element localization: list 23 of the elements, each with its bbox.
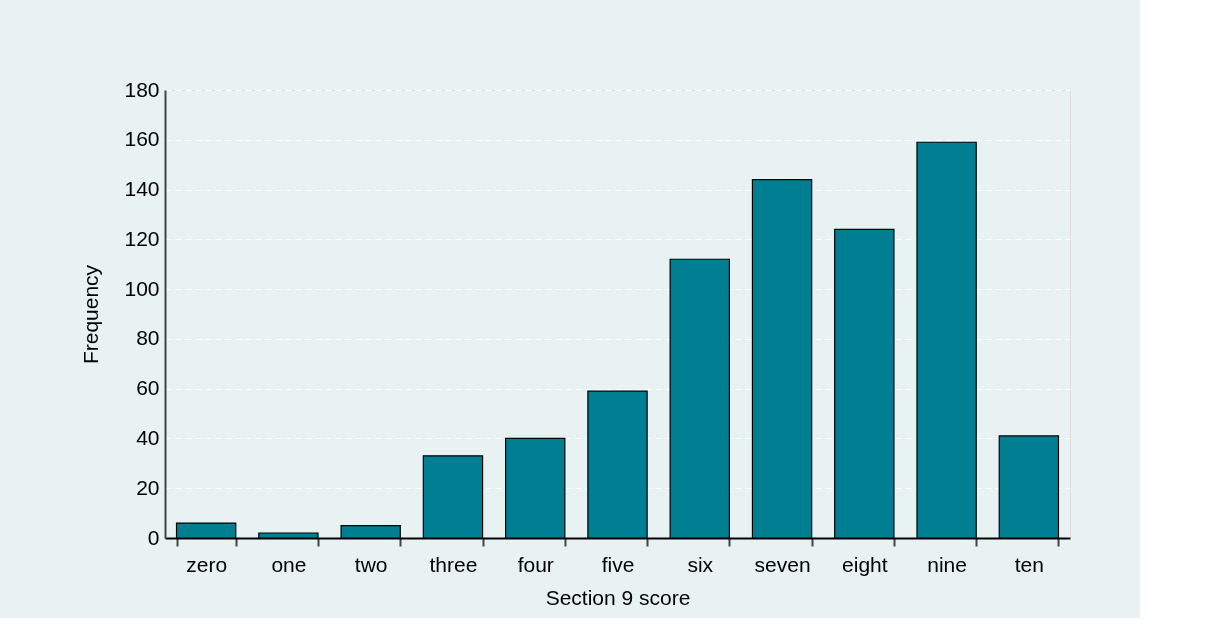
x-tick-label: one bbox=[271, 552, 307, 576]
x-tick-label: two bbox=[354, 552, 388, 576]
y-tick-label: 140 bbox=[124, 177, 160, 201]
x-tick-label: three bbox=[429, 552, 478, 576]
x-tick-label: six bbox=[687, 552, 714, 576]
x-tick-label: seven bbox=[754, 552, 811, 576]
x-tick-label: four bbox=[517, 552, 554, 576]
x-tick-label: eight bbox=[842, 552, 888, 576]
y-tick-label: 160 bbox=[124, 127, 160, 151]
y-tick-label: 120 bbox=[124, 226, 160, 250]
y-axis-title: Frequency bbox=[79, 264, 103, 365]
y-tick-label: 20 bbox=[136, 475, 160, 499]
y-tick-label: 60 bbox=[136, 376, 160, 400]
y-tick-label: 40 bbox=[136, 425, 160, 449]
y-tick-label: 0 bbox=[147, 525, 160, 549]
y-tick-label: 100 bbox=[124, 276, 160, 300]
y-tick-label: 80 bbox=[136, 326, 160, 350]
x-tick-label: zero bbox=[186, 552, 228, 576]
x-tick-label: ten bbox=[1014, 552, 1044, 576]
x-tick-label: five bbox=[601, 552, 635, 576]
x-tick-label: nine bbox=[927, 552, 967, 576]
y-tick-label: 180 bbox=[124, 77, 160, 101]
x-axis-title: Section 9 score bbox=[545, 585, 691, 609]
